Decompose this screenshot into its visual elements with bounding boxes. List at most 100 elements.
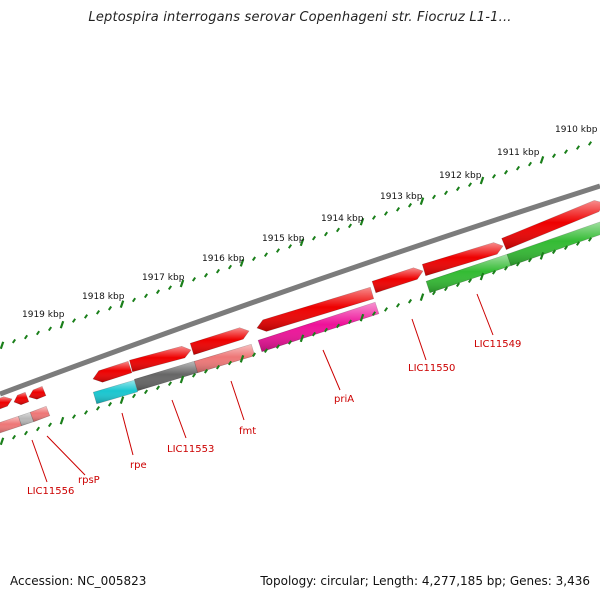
inner-minor-tick bbox=[407, 298, 413, 304]
inner-major-tick bbox=[359, 313, 365, 322]
gene-label[interactable]: rpe bbox=[130, 460, 147, 471]
gene-highlight bbox=[29, 386, 46, 400]
inner-minor-tick bbox=[335, 323, 341, 329]
inner-minor-tick bbox=[455, 282, 461, 288]
outer-minor-tick bbox=[575, 145, 581, 150]
outer-minor-tick bbox=[287, 244, 293, 249]
outer-major-tick bbox=[179, 279, 185, 288]
gene-labels[interactable]: LIC11556 rpsP rpe LIC11553 fmt priA LIC11550 LI… bbox=[27, 339, 521, 497]
gene-highlight bbox=[422, 242, 503, 276]
inner-minor-tick bbox=[191, 373, 197, 378]
gene-label[interactable]: LIC11556 bbox=[27, 486, 74, 497]
inner-major-tick bbox=[539, 252, 545, 260]
outer-minor-tick bbox=[71, 318, 77, 323]
scale-label: 1917 kbp bbox=[142, 273, 185, 283]
gene-highlight bbox=[93, 380, 138, 404]
inner-minor-tick bbox=[551, 249, 557, 255]
accession-text: Accession: NC_005823 bbox=[10, 574, 147, 588]
outer-minor-tick bbox=[347, 223, 353, 229]
inner-tick-track bbox=[0, 237, 593, 446]
inner-minor-tick bbox=[143, 389, 149, 395]
outer-minor-tick bbox=[335, 227, 341, 233]
outer-minor-tick bbox=[455, 186, 461, 192]
outer-minor-tick bbox=[503, 169, 509, 175]
outer-minor-tick bbox=[587, 141, 593, 146]
gene-label[interactable]: rpsP bbox=[78, 475, 100, 486]
gene-highlight bbox=[134, 361, 198, 391]
outer-minor-tick bbox=[251, 256, 257, 262]
inner-major-tick bbox=[179, 375, 185, 384]
inner-minor-tick bbox=[167, 381, 173, 386]
outer-minor-tick bbox=[467, 182, 473, 187]
inner-minor-tick bbox=[227, 360, 233, 366]
scale-label: 1914 kbp bbox=[321, 214, 364, 224]
inner-major-tick bbox=[479, 272, 485, 281]
outer-minor-tick bbox=[395, 207, 401, 212]
outer-major-tick bbox=[419, 197, 425, 205]
inner-minor-tick bbox=[491, 270, 497, 275]
label-leader-line bbox=[322, 349, 341, 391]
gene-label[interactable]: LIC11550 bbox=[408, 363, 455, 374]
inner-minor-tick bbox=[131, 393, 137, 399]
outer-minor-tick bbox=[23, 334, 29, 340]
label-leader-line bbox=[121, 412, 134, 456]
outer-minor-tick bbox=[323, 231, 329, 237]
label-leader-line bbox=[171, 399, 187, 439]
outer-minor-tick bbox=[167, 285, 173, 290]
inner-minor-tick bbox=[587, 237, 593, 242]
genome-title: Leptospira interrogans serovar Copenhage… bbox=[88, 10, 512, 25]
outer-minor-tick bbox=[35, 330, 41, 336]
inner-minor-tick bbox=[155, 385, 161, 391]
gene-highlight bbox=[257, 287, 374, 332]
gene-highlight bbox=[18, 412, 34, 426]
outer-minor-tick bbox=[443, 190, 449, 196]
gene-highlight bbox=[129, 346, 191, 372]
outer-minor-tick bbox=[371, 215, 377, 220]
inner-minor-tick bbox=[251, 352, 257, 358]
outer-major-tick bbox=[0, 341, 5, 350]
inner-minor-tick bbox=[431, 290, 437, 296]
outer-minor-tick bbox=[47, 326, 53, 332]
inner-minor-tick bbox=[323, 327, 329, 333]
gene-features[interactable] bbox=[0, 200, 600, 434]
gene-label[interactable]: LIC11549 bbox=[474, 339, 521, 350]
outer-major-tick bbox=[119, 300, 125, 308]
inner-minor-tick bbox=[23, 430, 29, 436]
outer-tick-track bbox=[0, 141, 593, 350]
inner-minor-tick bbox=[527, 257, 533, 263]
inner-minor-tick bbox=[347, 319, 353, 325]
gene-label[interactable]: fmt bbox=[239, 426, 256, 437]
outer-major-tick bbox=[239, 259, 245, 267]
scale-label: 1918 kbp bbox=[82, 292, 125, 302]
outer-minor-tick bbox=[95, 310, 101, 315]
outer-major-tick bbox=[539, 156, 545, 164]
outer-minor-tick bbox=[515, 165, 521, 171]
inner-minor-tick bbox=[311, 331, 317, 337]
outer-minor-tick bbox=[383, 211, 389, 216]
gene-highlight bbox=[501, 200, 600, 250]
inner-minor-tick bbox=[443, 286, 449, 292]
gene-label[interactable]: LIC11553 bbox=[167, 444, 214, 455]
outer-major-tick bbox=[359, 217, 365, 226]
inner-minor-tick bbox=[71, 414, 77, 419]
gene-highlight bbox=[0, 396, 12, 409]
gene-label[interactable]: priA bbox=[334, 394, 354, 405]
label-leader-line bbox=[411, 318, 427, 361]
inner-minor-tick bbox=[215, 364, 221, 370]
outer-major-tick bbox=[299, 238, 305, 247]
inner-minor-tick bbox=[371, 311, 377, 316]
gene-highlight bbox=[194, 344, 255, 373]
position-scale-labels: 1919 kbp 1918 kbp 1917 kbp 1916 kbp 1915 kbp… bbox=[22, 125, 598, 320]
genome-summary-text: Topology: circular; Length: 4,277,185 bp… bbox=[260, 574, 590, 588]
outer-minor-tick bbox=[563, 149, 569, 154]
inner-major-tick bbox=[239, 355, 245, 363]
inner-minor-tick bbox=[563, 245, 569, 250]
inner-minor-tick bbox=[83, 410, 89, 415]
scale-label: 1919 kbp bbox=[22, 310, 65, 320]
inner-minor-tick bbox=[515, 261, 521, 267]
inner-minor-tick bbox=[263, 348, 269, 353]
gene-highlight bbox=[426, 254, 511, 293]
inner-minor-tick bbox=[467, 278, 473, 283]
